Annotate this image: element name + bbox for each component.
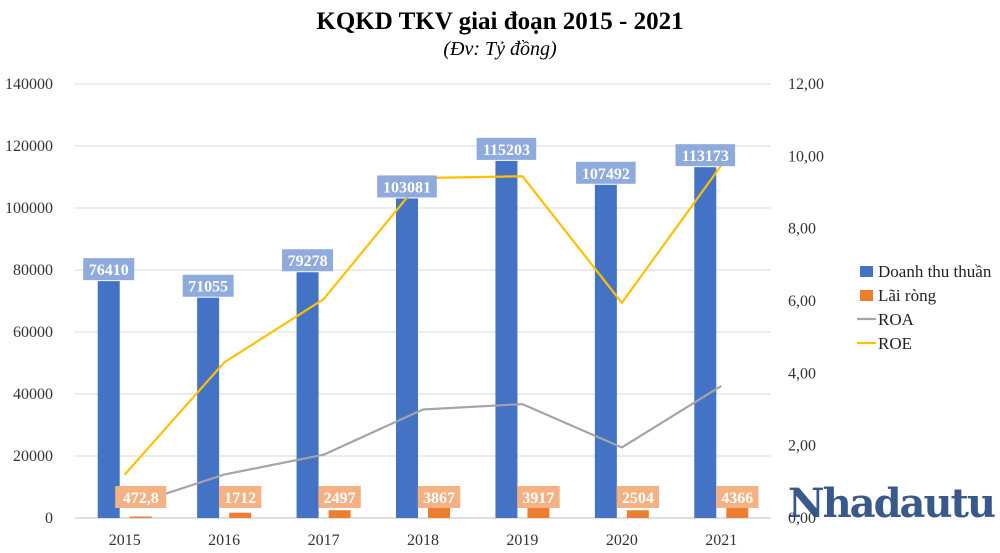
data-label-box [417,486,461,508]
data-label-text: 79278 [288,253,328,270]
right-axis-ticks: 0,00 2,00 4,00 6,00 8,00 10,00 12,00 [788,76,824,527]
data-label-profit: 2497 [318,486,361,508]
data-label-text: 71055 [188,279,228,296]
right-axis-tick-label: 0,00 [788,510,816,527]
data-label-text: 4366 [721,490,753,507]
data-label-text: 103081 [383,179,431,196]
bar-profit [229,512,252,518]
chart-title: KQKD TKV giai đoạn 2015 - 2021 [316,8,684,35]
right-axis-tick-label: 4,00 [788,365,816,382]
data-label-profit: 1712 [218,486,262,508]
legend-label: ROE [878,334,912,353]
data-label-revenue: 115203 [476,137,537,160]
left-axis-ticks: 0 20000 40000 60000 80000 100000 120000 140000 [5,76,53,527]
data-label-text: 115203 [483,142,530,159]
data-label-box [182,274,234,297]
data-label-profit: 3867 [417,486,461,508]
data-label-box [282,249,334,272]
left-axis-tick-label: 20000 [13,448,53,465]
data-label-box [675,144,736,167]
bar-profit [527,505,550,518]
data-label-text: 2504 [622,490,654,507]
data-label-text: 472,8 [123,490,159,507]
data-label-revenue: 113173 [675,144,736,167]
data-label-text: 2497 [324,490,356,507]
data-label-box [476,137,537,160]
legend-item-roa: ROA [857,310,915,329]
x-axis-tick-label: 2021 [705,532,737,549]
legend-swatch [860,290,873,301]
bar-revenue [197,297,220,518]
legend-label: ROA [878,310,915,329]
data-label-box [115,486,167,508]
data-label-revenue: 79278 [282,249,334,272]
data-label-profit: 4366 [716,486,759,508]
bar-revenue [97,281,120,518]
gridlines [75,83,771,519]
legend-item-roe: ROE [857,334,912,353]
x-axis-tick-label: 2018 [407,532,439,549]
x-axis-tick-label: 2015 [109,532,141,549]
bar-revenue [396,198,418,518]
chart-subtitle: (Đv: Tỷ đồng) [443,38,557,60]
bar-profit [626,510,649,518]
data-label-box [83,258,135,281]
data-labels: 76410 71055 79278 103081 115203 107492 113173 4… [83,137,759,508]
data-label-text: 76410 [89,262,129,279]
x-axis-tick-label: 2017 [308,532,340,549]
right-axis-tick-label: 10,00 [788,148,824,165]
data-label-text: 107492 [582,166,630,183]
left-axis-tick-label: 0 [45,510,53,527]
bar-profit [129,516,152,518]
left-axis-tick-label: 140000 [5,76,53,93]
bar-profit [328,510,351,518]
x-axis-tick-label: 2016 [208,532,240,549]
data-label-box [318,486,361,508]
data-label-text: 3917 [522,490,554,507]
x-axis-ticks: 2015 2016 2017 2018 2019 2020 2021 [109,532,738,549]
right-axis-tick-label: 8,00 [788,221,816,238]
bar-profit [428,506,450,518]
data-label-revenue: 76410 [83,258,135,281]
left-axis-tick-label: 80000 [13,262,53,279]
bar-series [97,160,749,519]
left-axis-tick-label: 60000 [13,324,53,341]
bar-revenue [694,167,717,518]
data-label-profit: 3917 [517,486,560,508]
left-axis-tick-label: 120000 [5,138,53,155]
legend: Doanh thu thuần Lãi ròng ROA ROE [857,262,992,353]
legend-item-revenue: Doanh thu thuần [860,262,992,281]
data-label-box [576,161,636,184]
left-axis-tick-label: 40000 [13,386,53,403]
data-label-revenue: 71055 [182,274,234,297]
legend-item-profit: Lãi ròng [860,286,937,305]
watermark-logo: Nhadautu [788,480,996,527]
data-label-revenue: 103081 [377,175,437,198]
data-label-profit: 2504 [616,486,660,508]
right-axis-tick-label: 6,00 [788,293,816,310]
data-label-box [517,486,560,508]
legend-label: Lãi ròng [878,286,937,305]
data-label-text: 1712 [224,490,256,507]
bar-revenue [495,160,518,518]
data-label-revenue: 107492 [576,161,636,184]
data-label-box [716,486,759,508]
line-roa [124,385,722,509]
data-label-profit: 472,8 [115,486,167,508]
data-label-box [218,486,262,508]
legend-swatch [860,266,873,277]
data-label-box [377,175,437,198]
legend-label: Doanh thu thuần [878,262,992,281]
x-axis-tick-label: 2020 [606,532,638,549]
bar-revenue [594,184,617,519]
left-axis-tick-label: 100000 [5,200,53,217]
data-label-box [616,486,660,508]
right-axis-tick-label: 2,00 [788,438,816,455]
right-axis-tick-label: 12,00 [788,76,824,93]
data-label-text: 113173 [682,148,729,165]
data-label-text: 3867 [423,490,455,507]
x-axis-tick-label: 2019 [506,532,538,549]
